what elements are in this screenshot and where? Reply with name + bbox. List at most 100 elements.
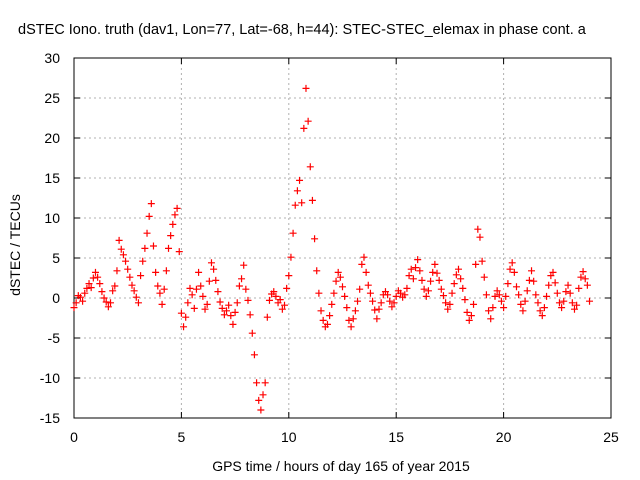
grid bbox=[74, 58, 611, 418]
data-point bbox=[497, 297, 505, 305]
data-point bbox=[500, 304, 508, 312]
plot-frame bbox=[73, 57, 612, 419]
data-point bbox=[210, 265, 218, 273]
data-point bbox=[454, 265, 462, 273]
data-point bbox=[416, 267, 424, 275]
data-point bbox=[356, 285, 364, 293]
data-point bbox=[467, 312, 475, 320]
data-point bbox=[285, 272, 293, 280]
data-point bbox=[70, 304, 78, 312]
data-point bbox=[293, 187, 301, 195]
data-point bbox=[328, 300, 336, 308]
data-point bbox=[549, 268, 557, 276]
data-point bbox=[238, 275, 246, 283]
data-point bbox=[448, 289, 456, 297]
data-point bbox=[199, 292, 207, 300]
data-point bbox=[111, 282, 119, 290]
data-point bbox=[104, 303, 112, 311]
data-point bbox=[532, 291, 540, 299]
data-point bbox=[463, 308, 471, 316]
data-point bbox=[403, 284, 411, 292]
data-point bbox=[134, 299, 142, 307]
data-point bbox=[94, 273, 102, 281]
x-tick-label: 25 bbox=[603, 429, 619, 445]
data-point bbox=[272, 292, 280, 300]
data-point bbox=[156, 289, 164, 297]
data-point bbox=[214, 288, 222, 296]
data-point bbox=[390, 299, 398, 307]
data-point bbox=[545, 281, 553, 289]
data-point bbox=[212, 276, 220, 284]
data-point bbox=[465, 316, 473, 324]
data-point bbox=[124, 265, 132, 273]
data-point bbox=[154, 282, 162, 290]
data-point bbox=[302, 84, 310, 92]
y-tick-label: 25 bbox=[44, 90, 60, 106]
data-point bbox=[487, 315, 495, 323]
data-point bbox=[525, 276, 533, 284]
y-tick-label: -15 bbox=[40, 410, 60, 426]
data-point bbox=[429, 268, 437, 276]
data-point bbox=[551, 279, 559, 287]
data-point bbox=[349, 315, 357, 323]
data-point bbox=[107, 299, 115, 307]
data-point bbox=[579, 268, 587, 276]
y-tick-label: 20 bbox=[44, 130, 60, 146]
data-point bbox=[278, 305, 286, 313]
data-point bbox=[581, 275, 589, 283]
axis-ticks: 0 5 10 15 20 25 -15 -10 -5 0 5 10 15 20 25 30 bbox=[40, 50, 619, 445]
data-point bbox=[96, 280, 104, 288]
data-point bbox=[480, 273, 488, 281]
data-point bbox=[152, 268, 160, 276]
data-point bbox=[240, 261, 248, 269]
data-point bbox=[113, 267, 121, 275]
data-point bbox=[296, 176, 304, 184]
data-point bbox=[354, 297, 362, 305]
data-point bbox=[287, 253, 295, 261]
data-point bbox=[281, 301, 289, 309]
data-point bbox=[362, 268, 370, 276]
data-point bbox=[564, 281, 572, 289]
data-point bbox=[401, 291, 409, 299]
data-point bbox=[435, 276, 443, 284]
data-point bbox=[109, 287, 117, 295]
y-tick-label: 5 bbox=[52, 250, 60, 266]
data-point bbox=[186, 284, 194, 292]
data-point bbox=[89, 274, 97, 282]
data-point bbox=[412, 264, 420, 272]
data-point bbox=[119, 251, 127, 259]
data-point bbox=[87, 284, 95, 292]
data-point bbox=[229, 320, 237, 328]
data-point bbox=[442, 299, 450, 307]
data-point bbox=[149, 242, 157, 250]
data-point bbox=[311, 235, 319, 243]
data-point bbox=[388, 303, 396, 311]
data-point bbox=[366, 289, 374, 297]
data-point bbox=[291, 201, 299, 209]
x-tick-label: 20 bbox=[496, 429, 512, 445]
data-point bbox=[167, 232, 175, 240]
data-point bbox=[555, 299, 563, 307]
data-point bbox=[562, 288, 570, 296]
data-point bbox=[126, 273, 134, 281]
data-point bbox=[225, 301, 233, 309]
data-point bbox=[495, 291, 503, 299]
data-point bbox=[461, 296, 469, 304]
data-point bbox=[553, 289, 561, 297]
data-point bbox=[218, 304, 226, 312]
data-point bbox=[158, 300, 166, 308]
data-point bbox=[223, 307, 231, 315]
chart-title: dSTEC Iono. truth (dav1, Lon=77, Lat=-68… bbox=[18, 22, 587, 38]
data-point bbox=[418, 276, 426, 284]
data-point bbox=[117, 245, 125, 253]
data-point bbox=[343, 304, 351, 312]
data-point bbox=[283, 284, 291, 292]
data-point bbox=[392, 292, 400, 300]
data-point bbox=[184, 299, 192, 307]
data-point bbox=[253, 379, 261, 387]
data-point bbox=[583, 281, 591, 289]
data-point bbox=[145, 212, 153, 220]
data-point bbox=[414, 256, 422, 264]
data-point bbox=[332, 277, 340, 285]
data-point bbox=[265, 296, 273, 304]
